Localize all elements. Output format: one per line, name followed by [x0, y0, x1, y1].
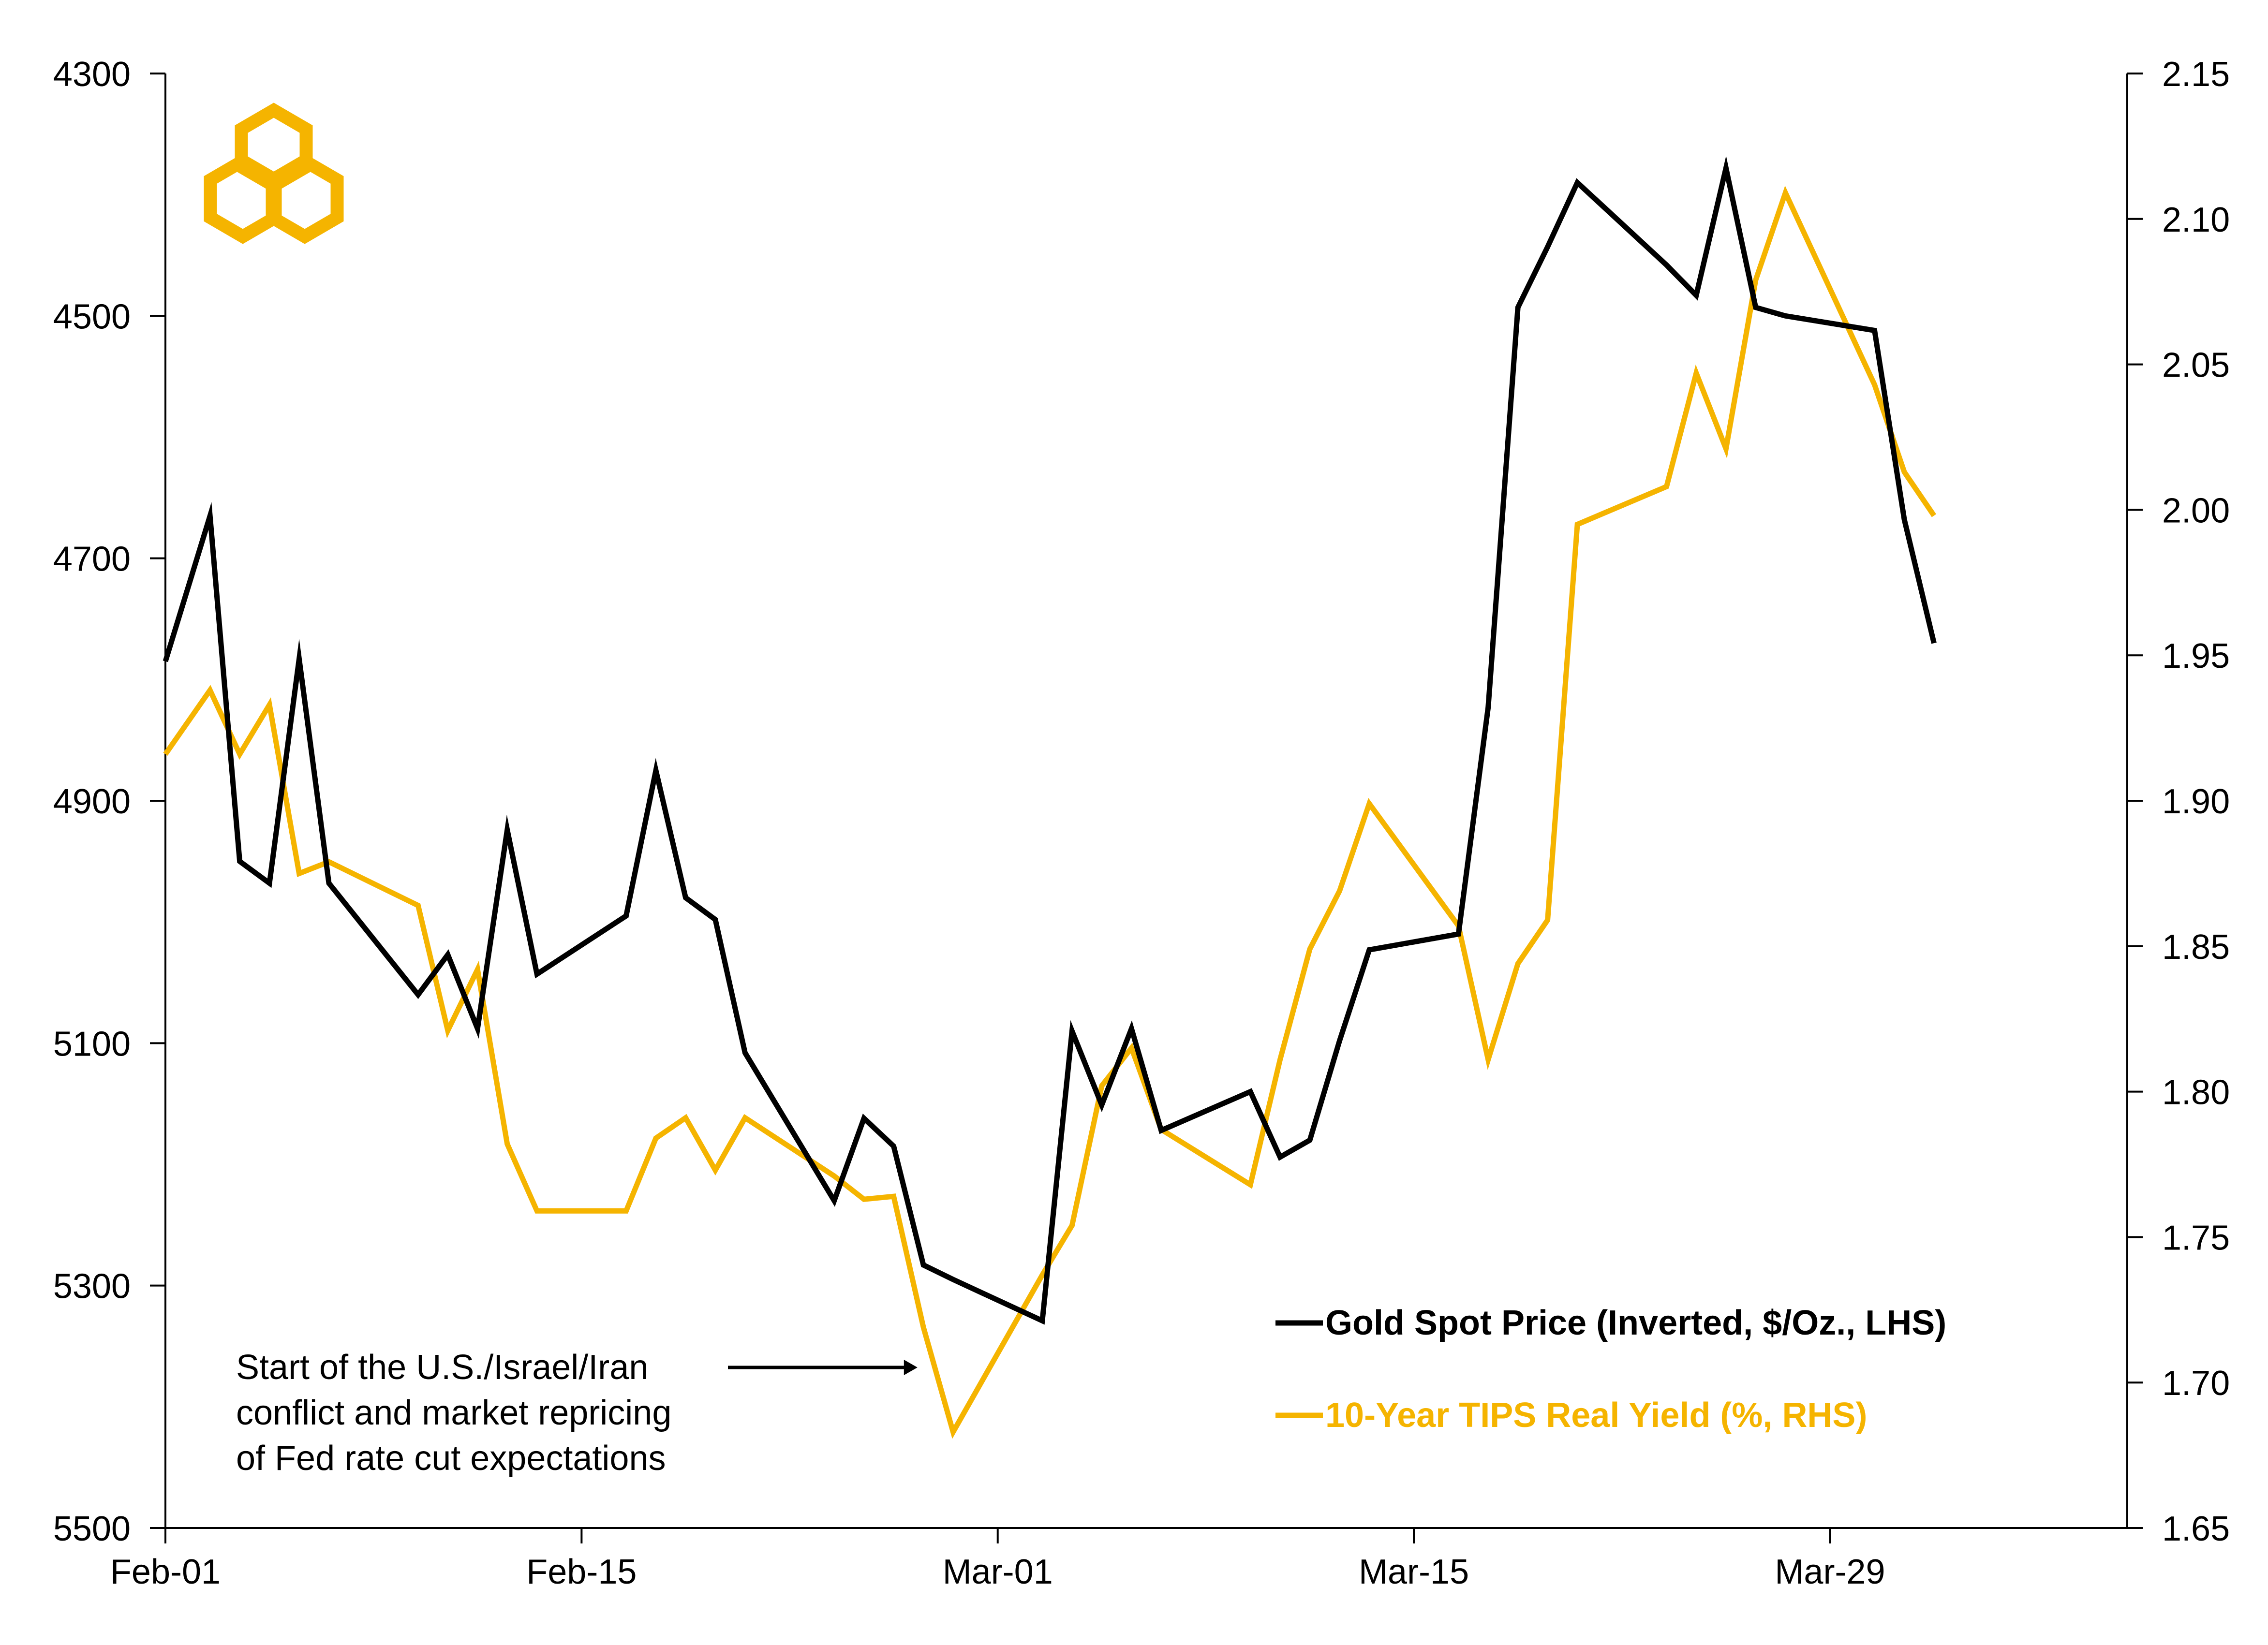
- right-axis-tick-label: 1.85: [2162, 928, 2230, 967]
- x-axis-tick-label: Mar-01: [943, 1553, 1053, 1591]
- left-axis-tick-label: 5300: [53, 1267, 131, 1306]
- right-axis-tick-label: 1.70: [2162, 1364, 2230, 1403]
- right-axis-tick-label: 1.65: [2162, 1510, 2230, 1548]
- left-axis-tick-label: 4700: [53, 540, 131, 579]
- left-axis-tick-label: 4300: [53, 55, 131, 94]
- x-axis-tick-label: Mar-29: [1775, 1553, 1885, 1591]
- right-axis-tick-label: 2.00: [2162, 491, 2230, 530]
- logo-icon: [204, 103, 344, 244]
- right-axis-tick-label: 2.15: [2162, 55, 2230, 94]
- left-axis-tick-label: 4500: [53, 297, 131, 336]
- legend: Gold Spot Price (Inverted, $/Oz., LHS) 1…: [1275, 1304, 1946, 1435]
- left-axis-tick-label: 4900: [53, 782, 131, 821]
- annotation-arrow-head: [904, 1360, 918, 1375]
- annotation: Start of the U.S./Israel/Iran conflict a…: [236, 1348, 918, 1478]
- annotation-line-2: conflict and market repricing: [236, 1394, 671, 1432]
- annotation-line-1: Start of the U.S./Israel/Iran: [236, 1348, 648, 1387]
- right-axis-tick-label: 1.90: [2162, 782, 2230, 821]
- right-axis-tick-label: 2.10: [2162, 201, 2230, 239]
- gold-price-line: [163, 156, 1937, 1325]
- x-axis-tick-label: Feb-01: [110, 1553, 221, 1591]
- tips-yield-line: [163, 185, 1937, 1439]
- right-axis-tick-label: 1.80: [2162, 1073, 2230, 1112]
- right-axis-tick-label: 1.75: [2162, 1219, 2230, 1257]
- right-axis-tick-label: 2.05: [2162, 346, 2230, 385]
- legend-label-gold: Gold Spot Price (Inverted, $/Oz., LHS): [1325, 1304, 1946, 1342]
- right-axis-tick-label: 1.95: [2162, 637, 2230, 676]
- x-axis-tick-label: Mar-15: [1359, 1553, 1469, 1591]
- annotation-line-3: of Fed rate cut expectations: [236, 1439, 666, 1478]
- left-axis-tick-label: 5100: [53, 1025, 131, 1063]
- x-axis-tick-label: Feb-15: [526, 1553, 637, 1591]
- left-axis-tick-label: 5500: [53, 1510, 131, 1548]
- legend-label-tips: 10-Year TIPS Real Yield (%, RHS): [1325, 1396, 1867, 1435]
